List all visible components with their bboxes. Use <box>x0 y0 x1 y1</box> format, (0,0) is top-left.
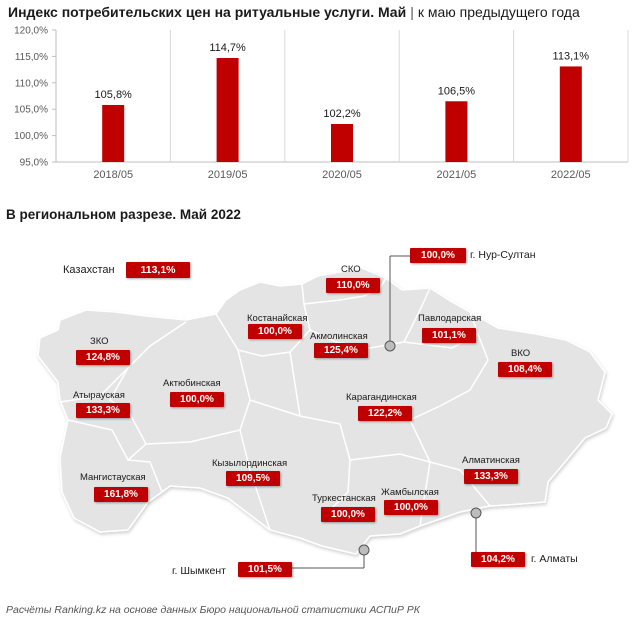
regional-section-title: В региональном разрезе. Май 2022 <box>6 207 241 222</box>
x-tick-label: 2021/05 <box>437 169 477 181</box>
region-value-kostanay: 100,0% <box>248 324 302 339</box>
region-value-mangystau: 161,8% <box>94 487 148 502</box>
region-value-almaty-region: 133,3% <box>464 469 518 484</box>
region-value-kyzylorda: 109,5% <box>226 471 280 486</box>
x-tick-label: 2020/05 <box>322 169 362 181</box>
y-tick-label: 120,0% <box>14 26 48 37</box>
region-name-almaty-region: Алматинская <box>462 455 520 466</box>
region-value-vko: 108,4% <box>498 362 552 377</box>
bar-2020/05 <box>331 123 353 162</box>
y-tick-label: 110,0% <box>15 78 48 89</box>
source-footer: Расчёты Ranking.kz на основе данных Бюро… <box>6 604 420 616</box>
title-separator: | <box>410 4 414 20</box>
region-value-sko: 110,0% <box>326 278 380 293</box>
region-name-akmola: Акмолинская <box>310 331 368 342</box>
region-value-zhambyl: 100,0% <box>384 500 438 515</box>
nur-sultan-marker <box>384 340 396 352</box>
x-tick-label: 2022/05 <box>551 169 591 181</box>
region-value-shymkent: 101,5% <box>238 562 292 577</box>
y-tick-label: 105,0% <box>14 105 48 116</box>
region-value-turkestan: 100,0% <box>321 507 375 522</box>
y-tick-label: 115,0% <box>15 52 48 63</box>
region-value-karaganda: 122,2% <box>358 406 412 421</box>
region-name-kostanay: Костанайская <box>247 313 308 324</box>
y-tick-label: 95,0% <box>20 158 48 169</box>
region-name-vko: ВКО <box>511 348 531 359</box>
region-name-mangystau: Мангистауская <box>80 472 146 483</box>
almaty-marker <box>470 507 482 519</box>
bar-2021/05 <box>445 101 468 162</box>
region-value-almaty-city: 104,2% <box>471 552 525 567</box>
x-tick-label: 2018/05 <box>93 169 133 181</box>
bar-2019/05 <box>216 57 239 162</box>
chart-title-sub: к маю предыдущего года <box>417 4 580 20</box>
region-name-zko: ЗКО <box>90 336 109 347</box>
region-name-pavlodar: Павлодарская <box>418 313 482 324</box>
region-value-nur-sultan: 100,0% <box>410 248 466 263</box>
region-name-sko: СКО <box>341 264 361 275</box>
region-value-atyrau: 133,3% <box>76 403 130 418</box>
bar-2018/05 <box>102 104 125 162</box>
region-value-kazakhstan: 113,1% <box>126 262 190 278</box>
region-value-pavlodar: 101,1% <box>422 328 476 343</box>
cpi-bar-chart: 95,0% 100,0% 105,0% 110,0% 115,0% 120,0% 105,8… <box>14 26 629 181</box>
chart-title: Индекс потребительских цен на ритуальные… <box>8 4 580 20</box>
region-value-aktobe: 100,0% <box>170 392 224 407</box>
region-value-akmola: 125,4% <box>314 343 368 358</box>
region-name-shymkent: г. Шымкент <box>172 565 226 577</box>
data-label-2020/05: 102,2% <box>323 108 361 120</box>
region-name-karaganda: Карагандинская <box>346 392 417 403</box>
data-label-2018/05: 105,8% <box>95 89 133 101</box>
region-name-aktobe: Актюбинская <box>163 378 221 389</box>
chart-title-main: Индекс потребительских цен на ритуальные… <box>8 4 407 20</box>
region-name-atyrau: Атырауская <box>73 390 125 401</box>
data-label-2021/05: 106,5% <box>438 85 476 97</box>
data-label-2019/05: 114,7% <box>209 42 246 54</box>
region-name-kyzylorda: Кызылординская <box>212 458 288 469</box>
data-label-2022/05: 113,1% <box>553 50 590 62</box>
region-value-zko: 124,8% <box>76 350 130 365</box>
bar-2022/05 <box>559 66 582 162</box>
x-tick-label: 2019/05 <box>208 169 248 181</box>
shymkent-marker <box>358 544 370 556</box>
region-name-almaty-city: г. Алматы <box>531 553 578 565</box>
y-tick-label: 100,0% <box>14 131 48 142</box>
region-name-turkestan: Туркестанская <box>312 493 376 504</box>
region-name-nur-sultan: г. Нур-Султан <box>470 249 536 261</box>
region-name-kazakhstan: Казахстан <box>63 264 115 276</box>
region-name-zhambyl: Жамбылская <box>381 487 439 498</box>
